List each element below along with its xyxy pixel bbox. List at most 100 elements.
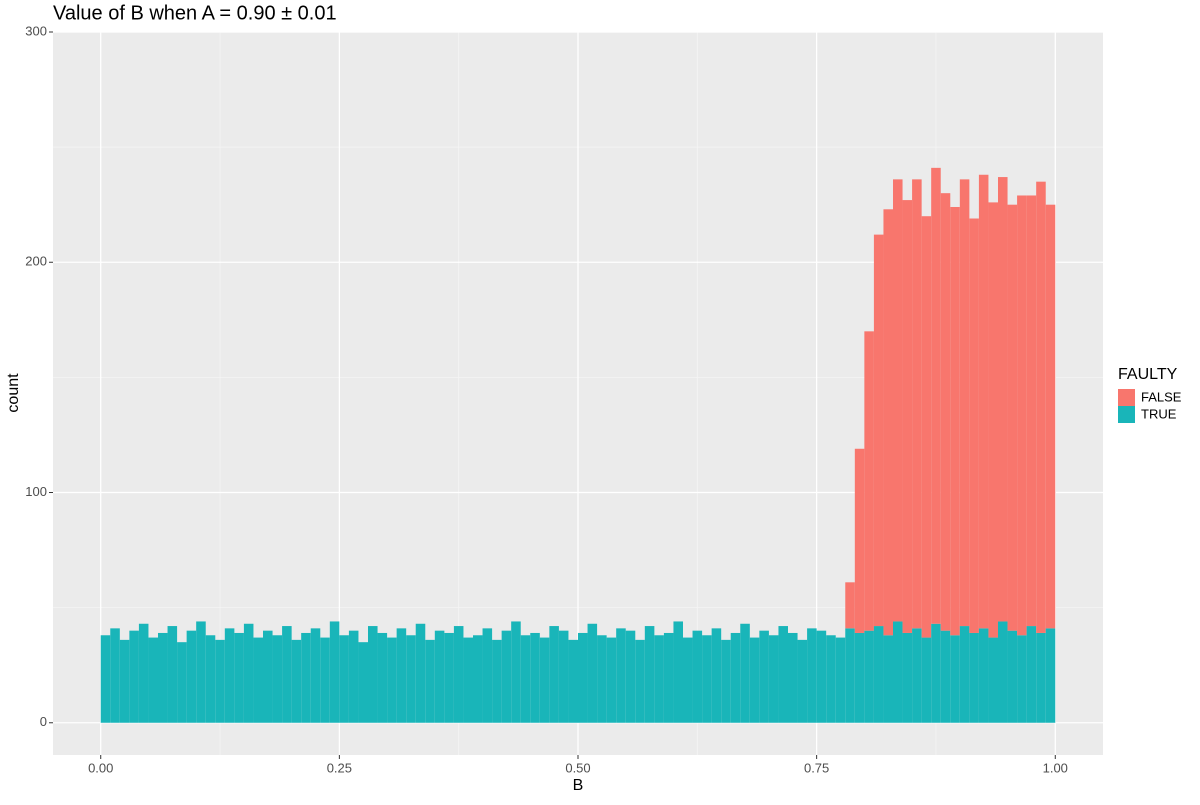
bar — [492, 639, 502, 723]
y-tick-label: 300 — [25, 23, 47, 38]
x-tick-label: 0.50 — [565, 760, 590, 775]
bar — [893, 621, 903, 723]
bar — [1036, 632, 1046, 723]
bar — [282, 626, 292, 723]
bar — [854, 448, 865, 633]
bar — [177, 642, 187, 723]
bar — [348, 630, 359, 723]
bar — [358, 642, 368, 723]
bar — [835, 637, 846, 723]
bar — [119, 639, 130, 723]
bar — [1045, 204, 1056, 629]
bar — [272, 635, 283, 723]
bar — [434, 630, 445, 723]
bar — [883, 209, 893, 636]
bar — [558, 630, 569, 723]
bar — [721, 639, 731, 723]
bar — [578, 632, 588, 723]
bar — [205, 635, 216, 723]
y-tick-label: 0 — [40, 714, 47, 729]
y-tick-label: 100 — [25, 484, 47, 499]
bar — [692, 630, 703, 723]
bar — [940, 630, 951, 723]
bar — [625, 630, 636, 723]
bar — [912, 628, 922, 723]
bar — [406, 635, 416, 723]
chart-title: Value of B when A = 0.90 ± 0.01 — [53, 2, 337, 24]
x-axis-label: B — [573, 777, 584, 794]
bar — [845, 628, 855, 723]
bar — [606, 637, 617, 723]
bar — [730, 632, 741, 723]
bar — [978, 174, 989, 629]
bar — [778, 626, 788, 723]
bar — [482, 628, 493, 723]
bar — [921, 216, 932, 638]
bar — [616, 628, 626, 723]
bar — [539, 637, 550, 723]
bar — [759, 630, 769, 723]
bar — [473, 635, 483, 723]
bar — [950, 635, 960, 723]
bar — [1017, 195, 1027, 636]
bar — [196, 621, 206, 723]
bar — [864, 630, 874, 723]
bar — [988, 637, 998, 723]
x-tick-label: 0.25 — [327, 760, 352, 775]
bar — [415, 623, 426, 723]
legend-key — [1118, 406, 1135, 423]
bar — [1026, 626, 1037, 723]
bar — [100, 635, 111, 723]
legend-title: FAULTY — [1118, 366, 1178, 383]
bar — [969, 632, 979, 723]
bar — [940, 193, 951, 631]
bar — [959, 626, 970, 723]
bar — [816, 630, 827, 723]
bar — [215, 639, 225, 723]
bar — [902, 632, 913, 723]
bar — [511, 621, 521, 723]
bar — [1007, 630, 1018, 723]
bar — [148, 637, 158, 723]
bar — [635, 639, 645, 723]
bar — [768, 635, 779, 723]
bar — [243, 623, 254, 723]
bar — [444, 632, 454, 723]
bar — [310, 628, 321, 723]
bar — [683, 637, 693, 723]
x-tick-label: 1.00 — [1043, 760, 1068, 775]
bar — [368, 626, 378, 723]
bar — [1017, 635, 1027, 723]
bar — [912, 179, 922, 629]
bar — [969, 218, 979, 633]
bar — [329, 621, 340, 723]
bar — [978, 628, 989, 723]
bar — [425, 639, 435, 723]
legend-key — [1118, 389, 1135, 406]
bar — [263, 630, 273, 723]
bar — [873, 234, 884, 627]
bar — [826, 635, 836, 723]
bar — [663, 632, 674, 723]
bar — [893, 179, 903, 622]
bar — [1007, 204, 1018, 631]
bar — [807, 628, 817, 723]
bar — [167, 626, 178, 723]
bar — [377, 632, 388, 723]
bar — [644, 626, 655, 723]
bar — [921, 637, 932, 723]
legend-label: TRUE — [1141, 406, 1177, 421]
bar — [749, 637, 760, 723]
bar — [1045, 628, 1056, 723]
bar — [1026, 195, 1037, 627]
bar — [788, 632, 798, 723]
bar — [138, 623, 149, 723]
bar — [568, 639, 578, 723]
bar — [931, 167, 941, 624]
bar — [158, 632, 168, 723]
bar — [673, 621, 683, 723]
bar — [702, 635, 712, 723]
bar — [931, 623, 941, 723]
bar — [110, 628, 120, 723]
